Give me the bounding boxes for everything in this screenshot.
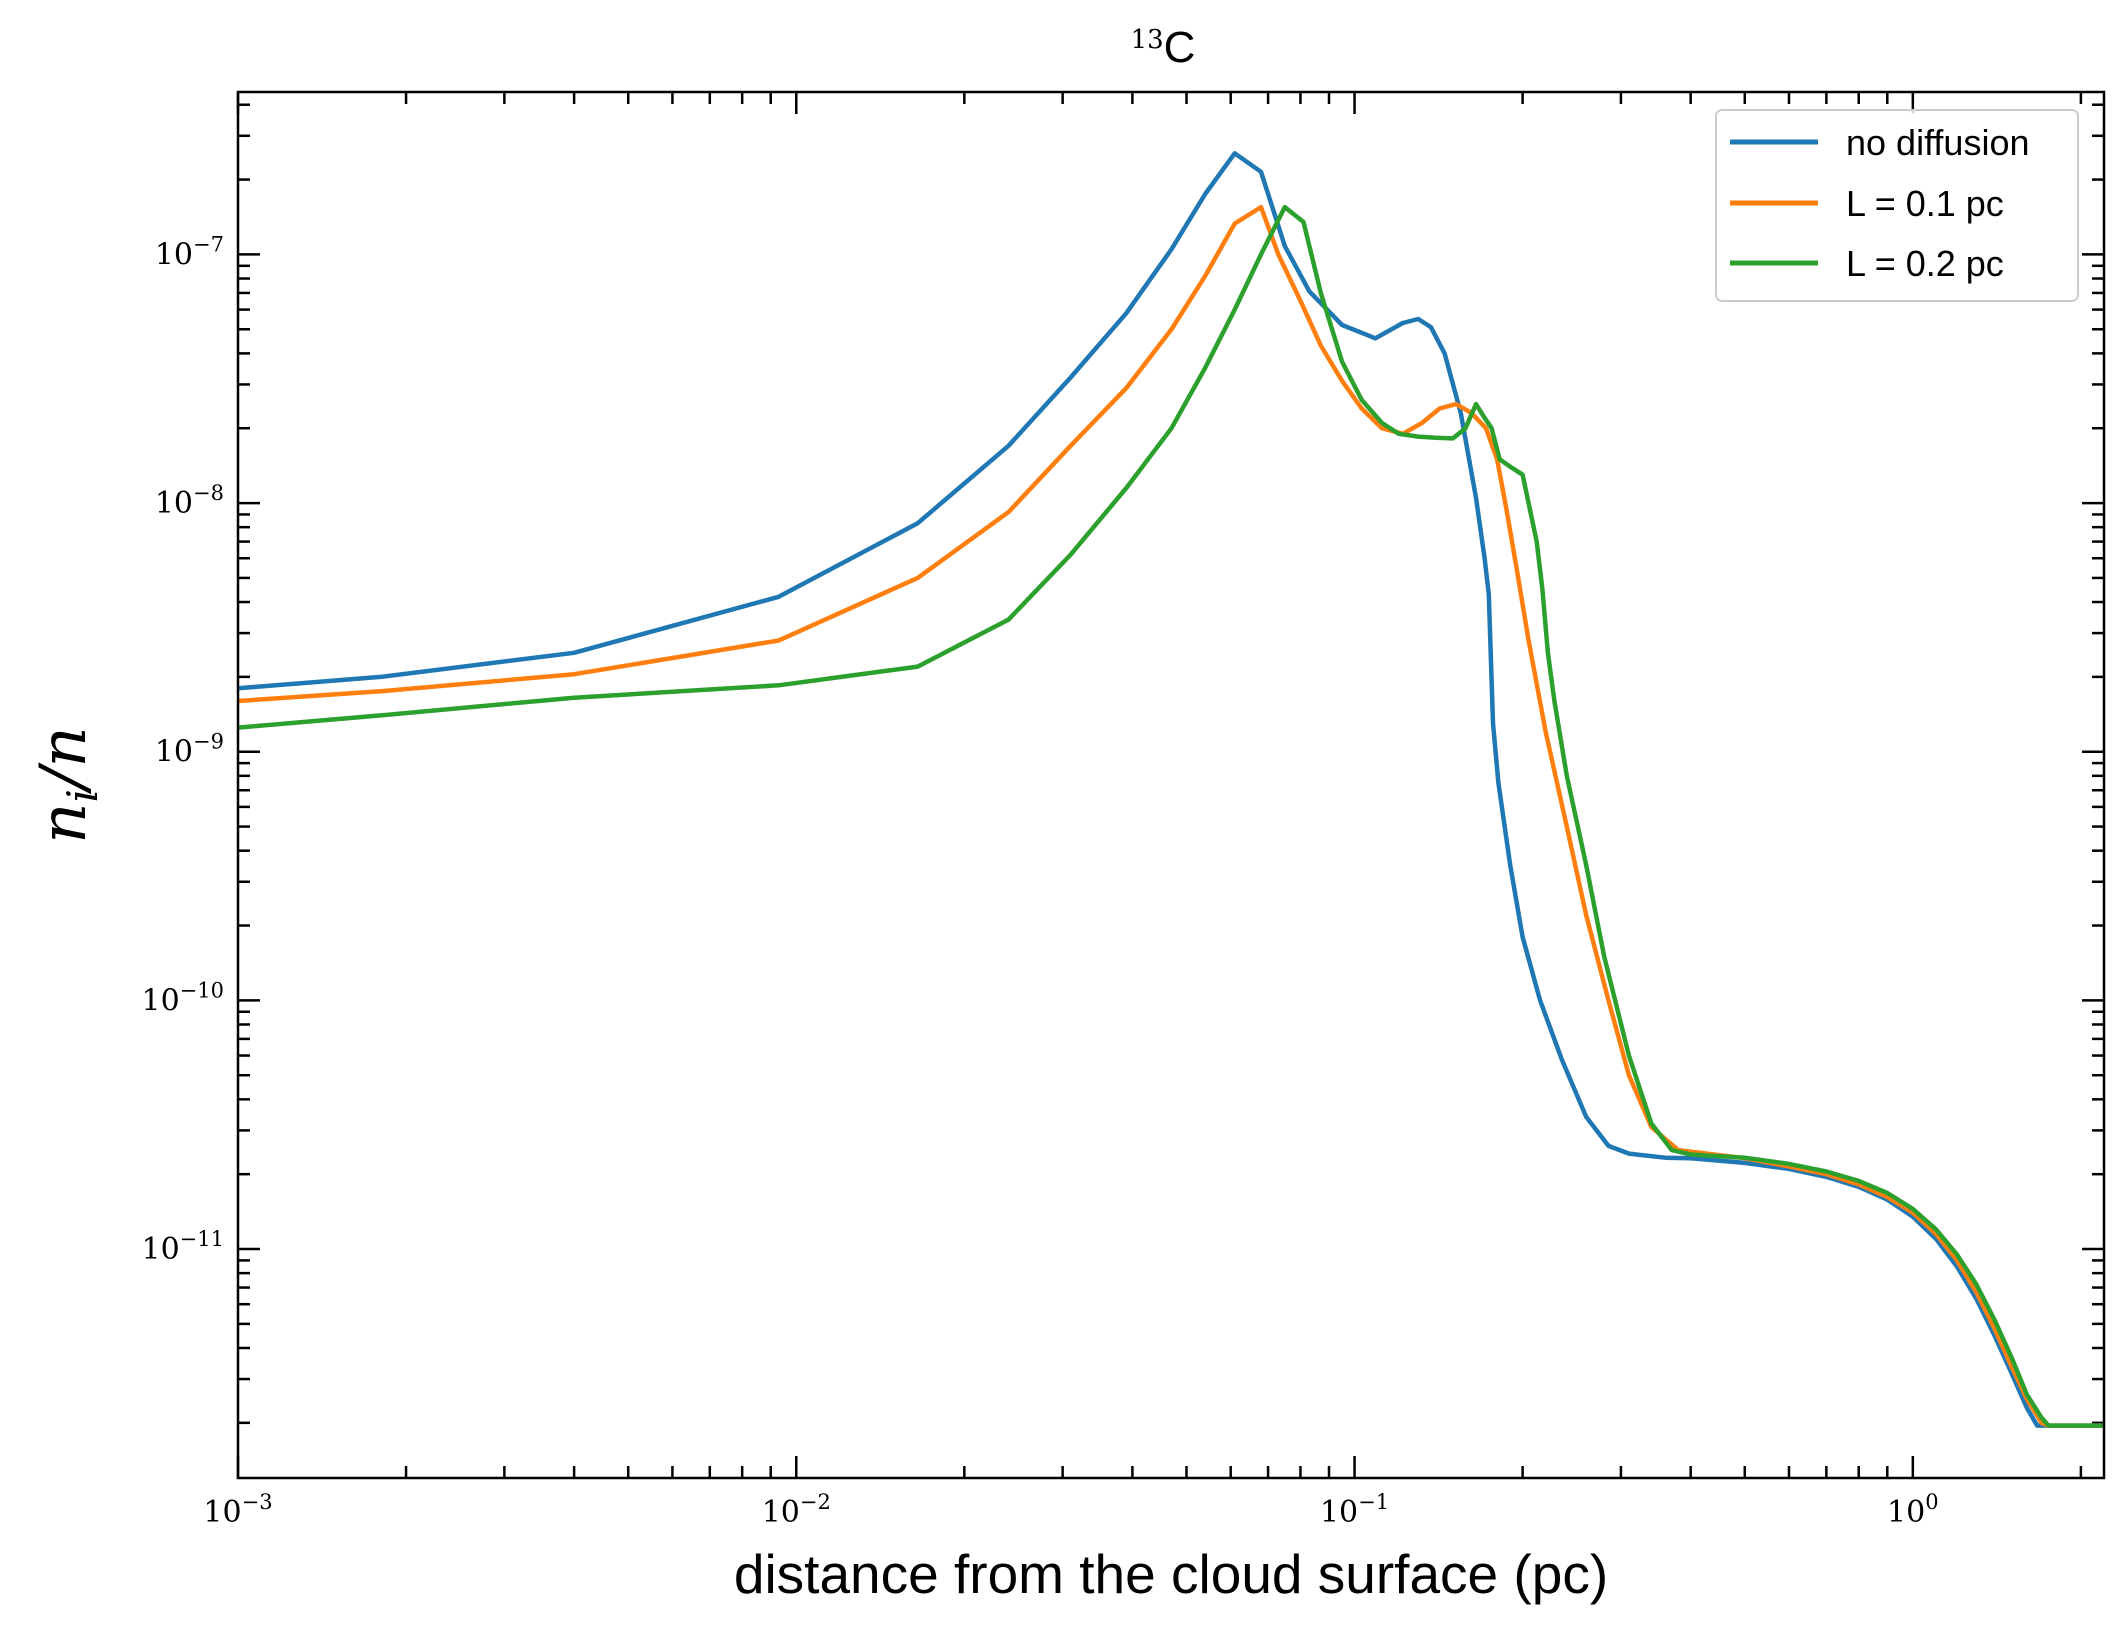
y-label-sub-i: i (58, 789, 107, 802)
y-tick-label: 10−7 (155, 232, 224, 272)
title-superscript: 13 (1131, 25, 1164, 55)
svg-text:ni/n: ni/n (27, 726, 107, 843)
x-tick-label: 10−1 (1320, 1490, 1389, 1530)
legend-entry-l-0-1-pc: L = 0.1 pc (1730, 183, 2004, 224)
series-line-no-diffusion (238, 151, 2104, 1428)
y-tick-label: 10−10 (141, 978, 224, 1018)
legend-box (1715, 109, 2079, 302)
y-label-n: n (27, 803, 101, 844)
x-tick-label: 10−2 (762, 1490, 831, 1530)
series-line-l-0-2-pc (238, 204, 2104, 1428)
y-label-slash-n: /n (27, 726, 101, 795)
title-element: C (1164, 23, 1196, 72)
chart-title: 13C (1131, 23, 1196, 72)
y-axis-label: ni/n (27, 726, 107, 843)
axis-ticks (236, 92, 2104, 1478)
y-tick-label: 10−11 (141, 1227, 224, 1267)
series-line-l-0-1-pc (238, 204, 2104, 1428)
plot-frame (236, 90, 2106, 1480)
x-tick-label: 10−3 (203, 1490, 272, 1530)
legend-label-l-0-2-pc: L = 0.2 pc (1846, 243, 2004, 284)
x-tick-label: 100 (1887, 1490, 1939, 1530)
series-lines (238, 151, 2104, 1428)
legend-entry-no-diffusion: no diffusion (1730, 122, 2029, 163)
legend-label-no-diffusion: no diffusion (1846, 122, 2029, 163)
y-tick-label: 10−9 (155, 730, 224, 770)
x-axis-label: distance from the cloud surface (pc) (734, 1543, 1608, 1605)
tick-labels: 10−3 10−2 10−1 100 10−11 10−10 10−9 10−8 10−7 (141, 232, 1938, 1530)
legend: no diffusion L = 0.1 pc L = 0.2 pc (1715, 109, 2079, 302)
y-tick-label: 10−8 (155, 481, 224, 521)
legend-label-l-0-1-pc: L = 0.1 pc (1846, 183, 2004, 224)
legend-entry-l-0-2-pc: L = 0.2 pc (1730, 243, 2004, 284)
